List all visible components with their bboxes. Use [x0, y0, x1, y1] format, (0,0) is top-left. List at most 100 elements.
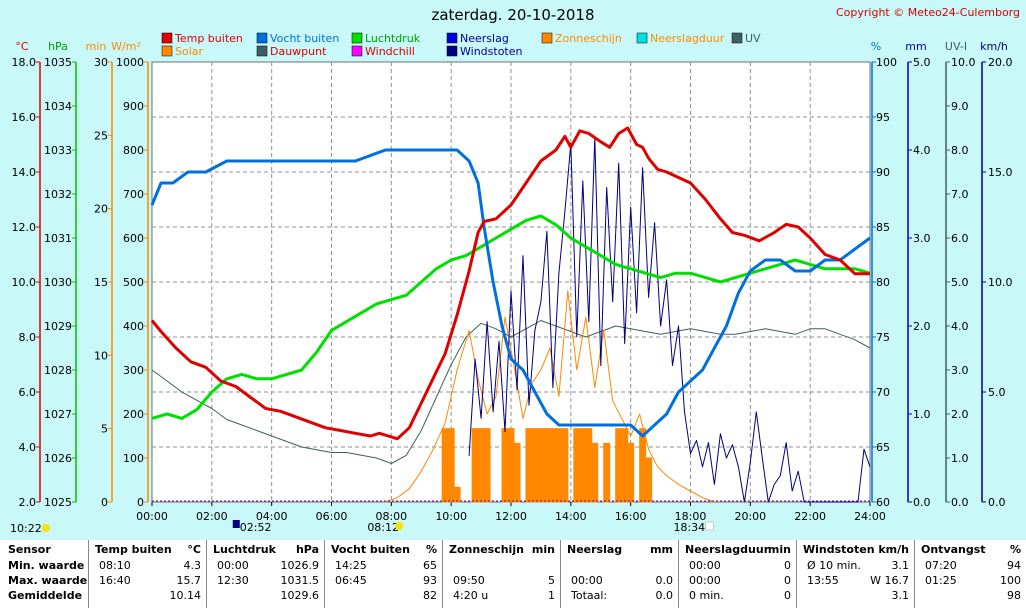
zonneschijn-bar	[501, 428, 509, 503]
wind-tick-label: 10.0	[988, 276, 1013, 289]
sun_min-tick-label: 25	[94, 129, 108, 142]
sunset-icon	[704, 521, 714, 531]
temp-tick-label: 8.0	[19, 331, 37, 344]
legend-swatch	[351, 32, 363, 44]
zonneschijn-bar	[543, 428, 551, 503]
humidity-tick-label: 95	[876, 111, 890, 124]
zonneschijn-bar	[561, 428, 569, 503]
pressure-tick-label: 1031	[44, 232, 72, 245]
summary-value: 3.1	[891, 559, 910, 572]
zonneschijn-bar	[507, 428, 515, 503]
sun_min-tick-label: 15	[94, 276, 108, 289]
legend-label: Solar	[175, 45, 204, 58]
legend-swatch	[351, 45, 363, 57]
zonneschijn-bar	[627, 442, 635, 503]
wind-gust-line	[468, 136, 871, 503]
zonneschijn-bar	[441, 428, 449, 503]
moon-time: 10:22	[10, 522, 42, 535]
legend-swatch	[161, 45, 173, 57]
rain-tick-label: 5.0	[913, 56, 931, 69]
summary-unit: %	[1009, 543, 1021, 556]
summary-header: Sensor	[8, 543, 51, 556]
summary-header: Neerslag	[567, 543, 623, 556]
x-tick-label: 18:00	[675, 510, 707, 523]
temp-tick-label: 16.0	[12, 111, 37, 124]
summary-value: 1031.5	[280, 574, 320, 587]
summary-time: Ø 10 min.	[807, 559, 861, 572]
humidity-tick-label: 70	[876, 386, 890, 399]
summary-time: 12:30	[217, 574, 249, 587]
zonneschijn-bar	[471, 428, 479, 503]
legend-swatch	[256, 32, 268, 44]
summary-header: Temp buiten	[95, 543, 172, 556]
uv-tick-label: 1.0	[951, 452, 969, 465]
summary-value: 94	[1007, 559, 1021, 572]
temp-tick-label: 2.0	[19, 496, 37, 509]
summary-unit: km/h	[878, 543, 909, 556]
legend-swatch	[446, 32, 458, 44]
uv-axis-unit: UV-I	[945, 40, 967, 53]
solar-tick-label: 800	[123, 144, 144, 157]
x-tick-label: 16:00	[615, 510, 647, 523]
summary-time: 0 min.	[689, 589, 724, 602]
wind-tick-label: 20.0	[988, 56, 1013, 69]
humidity-tick-label: 80	[876, 276, 890, 289]
sunrise-icon	[395, 522, 404, 530]
summary-time: 00:00	[689, 574, 721, 587]
pressure-tick-label: 1034	[44, 100, 72, 113]
temp-tick-label: 12.0	[12, 221, 37, 234]
summary-value: 82	[423, 589, 437, 602]
zonneschijn-bar	[639, 428, 647, 503]
summary-header: Neerslagduur	[685, 543, 770, 556]
gust-icon	[232, 520, 240, 528]
summary-header: Zonneschijn	[449, 543, 524, 556]
summary-column: Sensor Min. waarde Max. waarde Gemiddelde	[0, 540, 88, 608]
pressure-tick-label: 1026	[44, 452, 72, 465]
x-tick-label: 08:00	[375, 510, 407, 523]
legend-swatch	[636, 32, 648, 44]
uv-tick-label: 7.0	[951, 188, 969, 201]
zonneschijn-bar	[645, 457, 653, 503]
summary-value: 5	[548, 574, 555, 587]
zonneschijn-bar	[555, 428, 563, 503]
summary-value: 1026.9	[280, 559, 320, 572]
rain-tick-label: 3.0	[913, 232, 931, 245]
solar-axis-unit: W/m²	[111, 40, 141, 53]
zonneschijn-bar	[603, 442, 611, 503]
uv-tick-label: 0.0	[951, 496, 969, 509]
zonneschijn-bar	[573, 428, 581, 503]
sunrise-time: 08:12	[367, 521, 399, 534]
summary-value: 0	[784, 574, 791, 587]
summary-column: Luchtdruk hPa 00:00 1026.9 12:30 1031.5 1029.6	[206, 540, 325, 608]
temp-tick-label: 10.0	[12, 276, 37, 289]
dewpoint-line	[151, 320, 871, 464]
summary-time: 16:40	[99, 574, 131, 587]
summary-time: 4:20 u	[453, 589, 489, 602]
summary-value: 93	[423, 574, 437, 587]
zonneschijn-bar	[525, 428, 533, 503]
humidity-axis-unit: %	[871, 40, 881, 53]
summary-time: 00:00	[217, 559, 249, 572]
uv-tick-label: 5.0	[951, 276, 969, 289]
humidity-tick-label: 65	[876, 441, 890, 454]
rain-tick-label: 4.0	[913, 144, 931, 157]
zonneschijn-bar	[585, 428, 593, 503]
summary-column: Ontvangst% 07:20 94 01:25 100 98	[914, 540, 1026, 608]
temp-line	[150, 126, 870, 441]
summary-column: Neerslag mm 00:00 0.0 Totaal: 0.0	[560, 540, 679, 608]
solar-tick-label: 700	[123, 188, 144, 201]
summary-value: 4.3	[183, 559, 202, 572]
humidity-tick-label: 75	[876, 331, 890, 344]
legend-label: Neerslagduur	[650, 32, 725, 45]
summary-column: Temp buiten °C 08:10 4.3 16:40 15.7 10.14	[88, 540, 207, 608]
x-tick-label: 06:00	[316, 510, 348, 523]
summary-time: 00:00	[571, 574, 603, 587]
summary-time: 01:25	[925, 574, 957, 587]
wind-tick-label: 15.0	[988, 166, 1013, 179]
legend-swatch	[541, 32, 553, 44]
x-tick-label: 10:00	[435, 510, 467, 523]
zonneschijn-bar	[621, 428, 629, 503]
summary-value: 0.0	[655, 589, 674, 602]
humidity-tick-label: 60	[876, 496, 890, 509]
solar-tick-label: 500	[123, 276, 144, 289]
